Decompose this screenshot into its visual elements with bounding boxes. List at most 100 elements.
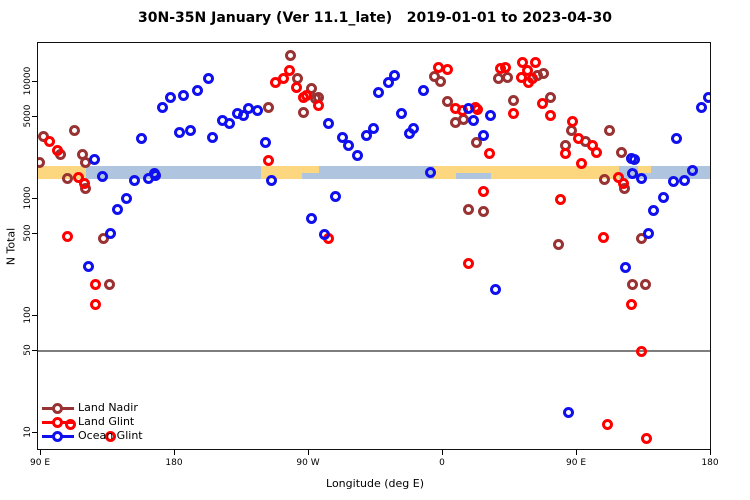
- data-point-ocean-glint: [135, 133, 147, 145]
- data-point-land-glint: [602, 418, 614, 430]
- data-point-land-glint: [554, 193, 566, 205]
- data-point-land-nadir: [508, 94, 520, 106]
- data-point-ocean-glint: [360, 130, 372, 142]
- data-point-ocean-glint: [185, 125, 197, 137]
- data-point-ocean-glint: [322, 118, 334, 130]
- data-point-land-glint: [62, 230, 74, 242]
- data-point-land-glint: [90, 278, 102, 290]
- data-point-ocean-glint: [128, 175, 140, 187]
- data-point-ocean-glint: [687, 165, 699, 177]
- data-point-land-nadir: [615, 146, 627, 158]
- chart-title: 30N-35N January (Ver 11.1_late) 2019-01-…: [138, 10, 612, 26]
- data-point-ocean-glint: [667, 176, 679, 188]
- data-point-ocean-glint: [408, 123, 420, 135]
- x-tick-mark: [442, 450, 443, 455]
- data-point-land-nadir: [627, 278, 639, 290]
- data-point-ocean-glint: [352, 150, 364, 162]
- data-point-land-glint: [65, 418, 77, 430]
- y-tick-label: 500: [23, 224, 33, 242]
- data-point-ocean-glint: [562, 407, 574, 419]
- x-axis-title: Longitude (deg E): [326, 477, 424, 490]
- data-point-land-glint: [262, 155, 274, 167]
- data-point-land-nadir: [61, 173, 73, 185]
- data-point-land-nadir: [603, 125, 615, 137]
- data-point-land-glint: [567, 116, 579, 128]
- data-point-ocean-glint: [670, 133, 682, 145]
- data-point-ocean-glint: [148, 168, 160, 180]
- data-point-ocean-glint: [265, 175, 277, 187]
- data-point-land-glint: [290, 82, 302, 94]
- x-tick-label: 180: [165, 458, 183, 468]
- data-point-land-glint: [530, 56, 542, 68]
- data-point-ocean-glint: [178, 89, 190, 101]
- y-tick-mark: [32, 350, 37, 352]
- data-point-land-glint: [44, 136, 56, 148]
- data-point-land-nadir: [538, 67, 550, 79]
- data-point-land-nadir: [470, 137, 482, 149]
- data-point-land-glint: [591, 146, 603, 158]
- data-point-ocean-glint: [97, 171, 109, 183]
- data-point-ocean-glint: [620, 261, 632, 273]
- data-point-ocean-glint: [657, 192, 669, 204]
- plot-area: [37, 42, 711, 450]
- data-point-land-glint: [52, 145, 64, 157]
- data-point-ocean-glint: [223, 118, 235, 130]
- x-tick-label: 90 E: [566, 458, 586, 468]
- data-point-ocean-glint: [112, 203, 124, 215]
- data-point-land-nadir: [599, 174, 611, 186]
- x-tick-label: 90 E: [30, 458, 50, 468]
- data-point-ocean-glint: [260, 137, 272, 149]
- data-point-ocean-glint: [485, 110, 497, 122]
- data-point-land-nadir: [462, 203, 474, 215]
- data-point-land-glint: [270, 77, 282, 88]
- strip-notch-land: [638, 166, 652, 173]
- y-tick-mark: [32, 233, 37, 235]
- strip-notch-ocean: [301, 172, 320, 179]
- data-point-ocean-glint: [305, 212, 317, 224]
- data-point-ocean-glint: [88, 154, 100, 166]
- legend-label-land-nadir: Land Nadir: [78, 401, 138, 414]
- data-point-land-glint: [635, 345, 647, 357]
- x-tick-label: 90 W: [296, 458, 320, 468]
- x-tick-mark: [174, 450, 175, 455]
- data-point-ocean-glint: [252, 104, 264, 116]
- ocean-glint-marker-icon: [42, 430, 74, 442]
- y-tick-label: 10: [23, 426, 33, 438]
- y-tick-label: 1000: [23, 186, 33, 210]
- data-point-ocean-glint: [207, 132, 219, 144]
- data-point-ocean-glint: [318, 228, 330, 240]
- legend-row-land-glint: Land Glint: [42, 415, 143, 429]
- reference-line-50: [38, 350, 710, 353]
- data-point-land-nadir: [38, 157, 46, 169]
- data-point-ocean-glint: [489, 284, 501, 296]
- data-point-land-glint: [508, 107, 520, 119]
- legend: Land Nadir Land Glint Ocean Glint: [42, 401, 143, 443]
- legend-row-ocean-glint: Ocean Glint: [42, 429, 143, 443]
- land-glint-marker-icon: [42, 416, 74, 428]
- data-point-ocean-glint: [120, 192, 132, 204]
- data-point-land-glint: [545, 110, 557, 122]
- data-point-land-glint: [641, 432, 653, 444]
- data-point-ocean-glint: [477, 130, 489, 142]
- data-point-ocean-glint: [463, 102, 475, 114]
- data-point-land-glint: [283, 64, 295, 76]
- y-tick-label: 10000: [23, 66, 33, 96]
- data-point-land-glint: [472, 103, 484, 115]
- data-point-land-glint: [278, 72, 290, 84]
- data-point-ocean-glint: [425, 167, 437, 179]
- data-point-land-glint: [626, 299, 638, 311]
- data-point-land-glint: [78, 177, 90, 189]
- y-tick-mark: [32, 116, 37, 118]
- legend-row-land-nadir: Land Nadir: [42, 401, 143, 415]
- data-point-ocean-glint: [679, 175, 691, 187]
- data-point-land-nadir: [285, 49, 297, 61]
- data-point-land-nadir: [435, 75, 447, 87]
- y-tick-label: 5000: [23, 104, 33, 128]
- data-point-land-glint: [598, 231, 610, 243]
- data-point-ocean-glint: [373, 86, 385, 98]
- data-point-ocean-glint: [642, 227, 654, 239]
- data-point-ocean-glint: [330, 190, 342, 202]
- data-point-ocean-glint: [202, 72, 214, 84]
- data-point-ocean-glint: [165, 91, 177, 103]
- data-point-land-glint: [442, 63, 454, 75]
